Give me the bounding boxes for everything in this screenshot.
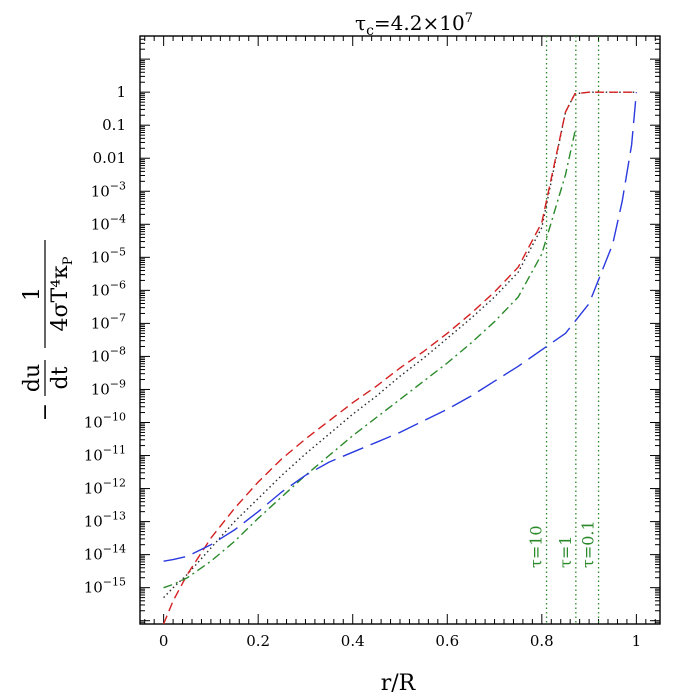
- series-line-2: [163, 131, 576, 589]
- y-tick-label: 10−13: [84, 510, 126, 531]
- y-tick-label: 10−3: [91, 179, 126, 200]
- y-tick-label: 10−4: [91, 212, 126, 233]
- y-tick-label: 0.01: [93, 149, 126, 167]
- y-tick-label: 10−5: [91, 245, 126, 266]
- series-line-3: [163, 92, 638, 562]
- y-tick-label: 10−8: [91, 344, 126, 365]
- x-tick-label: 1: [632, 632, 642, 650]
- y-label-frac1-den: dt: [48, 366, 73, 389]
- tau-label-1: τ=1: [556, 536, 575, 568]
- y-tick-label: 10−12: [84, 477, 126, 498]
- x-tick-label: 0.8: [530, 632, 554, 650]
- y-tick-label: 10−15: [84, 576, 126, 597]
- y-tick-labels: 1 0.1 0.01 10−3 10−4 10−5 10−6 10−7 10−8 10−9 10−1…: [84, 83, 126, 597]
- y-tick-label: 10−14: [84, 543, 126, 564]
- y-tick-label: 10−11: [84, 444, 126, 465]
- y-tick-label: 1: [116, 83, 126, 101]
- series-line-1: [162, 91, 637, 625]
- y-label-frac1-num: du: [20, 364, 45, 392]
- tau-label-0: τ=10: [527, 525, 546, 568]
- y-label-minus: −: [33, 403, 58, 421]
- axis-ticks: [140, 35, 660, 625]
- series-line-0: [163, 91, 637, 599]
- x-tick-labels: 0 0.2 0.4 0.6 0.8 1: [159, 632, 641, 650]
- x-tick-label: 0.6: [435, 632, 459, 650]
- y-label-frac2-den: 4σT⁴κP: [48, 256, 76, 331]
- x-tick-label: 0.2: [246, 632, 270, 650]
- y-tick-label: 0.1: [102, 116, 126, 134]
- y-axis-label: − du dt 1 4σT⁴κP: [20, 240, 76, 421]
- tau-lines: τ=10 τ=1 τ=0.1: [527, 36, 600, 624]
- y-label-frac2-num: 1: [20, 287, 45, 301]
- x-tick-label: 0: [159, 632, 169, 650]
- series-lines: [162, 91, 638, 625]
- y-tick-label: 10−9: [91, 377, 126, 398]
- chart-title: τc=4.2×107: [355, 11, 473, 39]
- y-tick-label: 10−7: [91, 311, 126, 332]
- tau-label-2: τ=0.1: [579, 520, 598, 568]
- x-tick-label: 0.4: [341, 632, 365, 650]
- y-tick-label: 10−10: [84, 410, 126, 431]
- x-axis-label: r/R: [381, 671, 417, 696]
- y-tick-label: 10−6: [91, 278, 126, 299]
